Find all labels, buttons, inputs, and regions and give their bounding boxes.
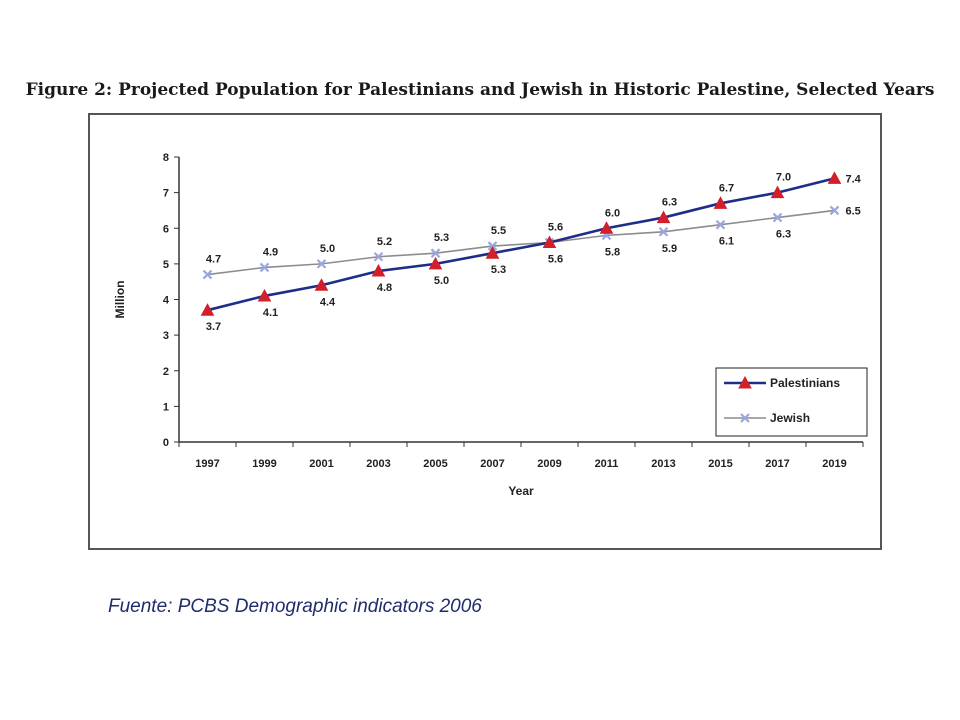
point-jewish: [487, 241, 498, 251]
x-marker-stroke: [430, 248, 441, 258]
x-tick-label: 2011: [595, 458, 619, 470]
y-tick-label: 2: [163, 366, 169, 378]
point-palestinians: [599, 221, 614, 234]
x-tick-label: 2009: [537, 458, 561, 470]
point-jewish: [373, 251, 384, 262]
source-note: Fuente: PCBS Demographic indicators 2006: [108, 596, 482, 617]
x-marker-stroke: [202, 269, 213, 280]
x-tick-label: 2001: [309, 458, 333, 470]
x-marker-stroke: [658, 227, 669, 237]
series-layer: [200, 171, 842, 316]
data-label-jewish: 6.1: [719, 236, 734, 248]
point-palestinians: [428, 256, 443, 270]
x-tick-label: 2007: [480, 458, 504, 470]
y-tick-label: 4: [163, 295, 170, 307]
y-tick-label: 6: [163, 223, 169, 235]
data-label-jewish: 6.5: [846, 205, 861, 217]
point-palestinians: [485, 246, 500, 259]
x-tick-label: 2015: [708, 458, 732, 470]
data-label-palestinians: 7.4: [846, 173, 862, 185]
x-tick-label: 2005: [423, 458, 447, 470]
legend-box: [715, 367, 868, 437]
point-jewish: [259, 262, 270, 273]
y-tick-label: 1: [163, 401, 169, 413]
point-jewish: [430, 248, 441, 258]
point-palestinians: [827, 171, 842, 184]
data-label-palestinians: 6.3: [662, 197, 677, 209]
x-tick-label: 2003: [366, 458, 390, 470]
data-label-jewish: 5.8: [605, 246, 620, 258]
x-marker-stroke: [316, 259, 327, 269]
data-label-jewish: 5.9: [662, 243, 677, 255]
point-palestinians: [371, 263, 386, 277]
legend-label-palestinians: Palestinians: [770, 376, 840, 390]
series-line-palestinians: [207, 177, 835, 312]
x-marker-stroke: [373, 251, 384, 262]
point-palestinians: [770, 185, 785, 199]
data-label-jewish: 5.0: [320, 243, 335, 255]
data-label-palestinians: 4.8: [377, 282, 392, 294]
data-label-jewish: 6.3: [776, 229, 791, 241]
x-axis-title: Year: [508, 484, 534, 498]
legend-marker-palestinians: [738, 375, 752, 389]
data-label-palestinians: 6.0: [605, 207, 620, 219]
legend: Palestinians Jewish: [715, 367, 868, 437]
x-marker-stroke: [487, 241, 498, 251]
data-label-palestinians: 5.6: [548, 254, 563, 266]
data-label-palestinians: 5.3: [491, 264, 506, 276]
y-tick-label: 3: [163, 330, 169, 342]
data-label-palestinians: 4.1: [263, 307, 278, 319]
chart-title: Figure 2: Projected Population for Pales…: [25, 80, 935, 100]
data-label-jewish: 5.3: [434, 232, 449, 244]
point-palestinians: [314, 278, 329, 291]
chart-frame: [88, 113, 882, 550]
legend-label-jewish: Jewish: [770, 411, 810, 425]
x-tick-label: 1999: [252, 458, 276, 470]
data-label-palestinians: 3.7: [206, 321, 221, 333]
point-jewish: [829, 205, 840, 216]
point-palestinians: [542, 235, 557, 248]
x-marker-stroke: [829, 205, 840, 216]
x-tick-label: 2017: [765, 458, 789, 470]
x-tick-label: 2019: [822, 458, 846, 470]
x-marker-stroke: [772, 212, 783, 223]
data-label-jewish: 5.6: [548, 222, 563, 234]
data-label-palestinians: 5.0: [434, 275, 449, 287]
point-palestinians: [713, 196, 728, 209]
axes: 0 1 2 3 4 5 6 7 8 1997 1999 2001 2003 2005 2007 2009 201…: [113, 152, 864, 498]
point-jewish: [715, 219, 726, 230]
data-label-jewish: 5.2: [377, 236, 392, 248]
point-jewish: [658, 227, 669, 237]
y-tick-label: 0: [163, 437, 169, 449]
y-tick-label: 8: [163, 152, 169, 164]
y-tick-label: 7: [163, 188, 169, 200]
x-marker-stroke: [740, 413, 750, 423]
point-palestinians: [200, 303, 215, 316]
x-marker-stroke: [259, 262, 270, 273]
data-label-jewish: 5.5: [491, 225, 506, 237]
point-palestinians: [257, 288, 272, 302]
data-label-palestinians: 7.0: [776, 172, 791, 184]
x-tick-label: 2013: [651, 458, 675, 470]
y-tick-label: 5: [163, 259, 169, 271]
x-tick-label: 1997: [195, 458, 219, 470]
point-palestinians: [656, 210, 671, 224]
data-label-palestinians: 6.7: [719, 182, 734, 194]
y-axis-title: Million: [113, 281, 127, 319]
series-line-jewish: [207, 209, 835, 276]
legend-marker-jewish: [740, 413, 750, 423]
data-labels: 3.7 4.1 4.4 4.8 5.0 5.3 5.6 6.0 6.3 6.7 7.0 7.4 4.7 4…: [206, 172, 862, 334]
data-label-palestinians: 4.4: [320, 296, 336, 308]
x-marker-stroke: [715, 219, 726, 230]
data-label-jewish: 4.9: [263, 246, 278, 258]
point-jewish: [202, 269, 213, 280]
data-label-jewish: 4.7: [206, 254, 221, 266]
point-jewish: [772, 212, 783, 223]
point-jewish: [316, 259, 327, 269]
